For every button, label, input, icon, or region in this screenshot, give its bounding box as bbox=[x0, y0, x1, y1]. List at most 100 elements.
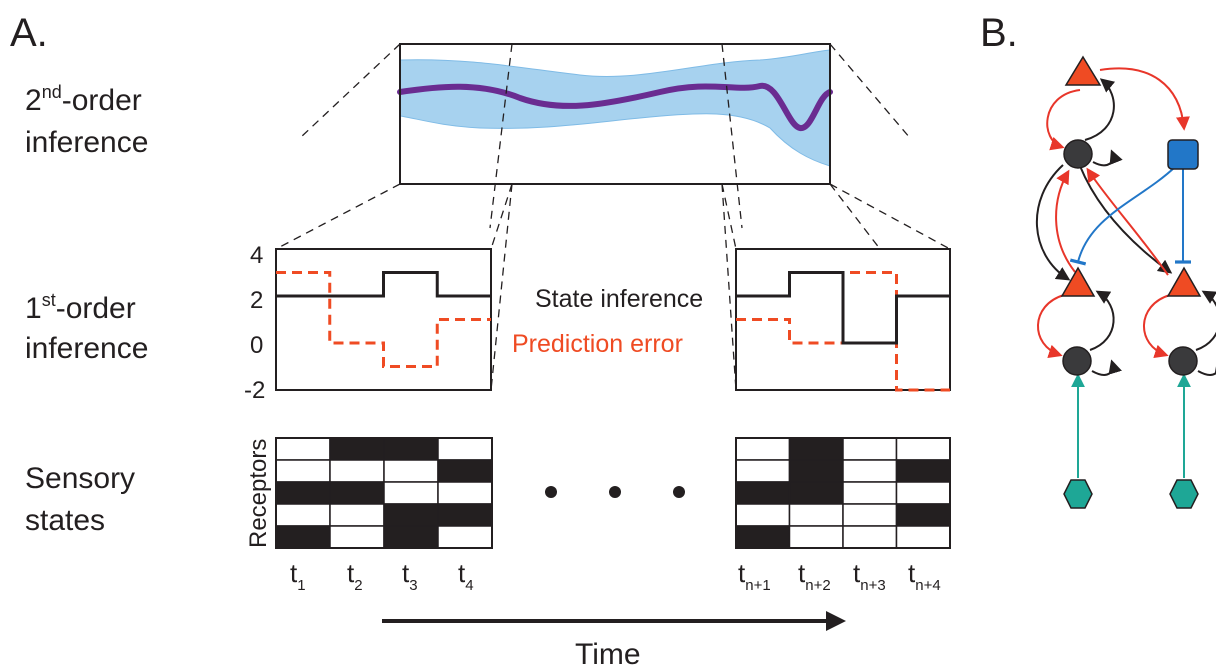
receptor-cell bbox=[275, 525, 331, 549]
receptor-cell bbox=[329, 503, 385, 527]
sensory-grid-left bbox=[275, 437, 493, 549]
sensory-label-line2: states bbox=[25, 504, 105, 537]
uncertainty-band bbox=[399, 49, 831, 167]
receptor-cell bbox=[842, 525, 898, 549]
receptor-cell bbox=[329, 481, 385, 505]
receptor-cell bbox=[383, 437, 439, 461]
receptor-cell bbox=[842, 481, 898, 505]
circle-node bbox=[1168, 346, 1198, 376]
feedback-arrow bbox=[1046, 89, 1081, 151]
receptors-axis-label: Receptors bbox=[245, 439, 272, 548]
receptor-cell bbox=[735, 481, 791, 505]
receptor-cell bbox=[788, 481, 844, 505]
self-loop-arrow bbox=[1092, 149, 1123, 167]
ytick-0: 0 bbox=[250, 332, 263, 359]
feedback-arrow bbox=[1037, 294, 1065, 359]
time-label: t1 bbox=[290, 558, 306, 594]
self-loop-arrow bbox=[1197, 359, 1216, 376]
receptor-cell bbox=[895, 481, 951, 505]
receptor-cell bbox=[329, 525, 385, 549]
time-label: t3 bbox=[402, 558, 418, 594]
legend-prediction-error: Prediction error bbox=[512, 330, 683, 358]
first-order-right-window bbox=[735, 248, 951, 392]
time-labels-right: tn+1 tn+2 tn+3 tn+4 bbox=[738, 558, 941, 594]
ytick-neg2: -2 bbox=[244, 377, 265, 404]
triangle-node bbox=[1064, 55, 1102, 86]
second-order-panel bbox=[397, 43, 833, 185]
feedback-arrow bbox=[1143, 294, 1171, 359]
receptor-cell bbox=[383, 503, 439, 527]
ellipsis-dot bbox=[673, 486, 685, 498]
sensory-label-line1: Sensory bbox=[25, 462, 135, 495]
receptor-cell bbox=[842, 503, 898, 527]
receptor-cell bbox=[275, 481, 331, 505]
receptor-cell bbox=[437, 459, 493, 483]
time-label: tn+2 bbox=[798, 558, 831, 594]
zoom-connectors bbox=[275, 43, 951, 391]
receptor-cell bbox=[275, 459, 331, 483]
receptor-cell bbox=[383, 459, 439, 483]
first-order-yticks: 4 2 0 -2 bbox=[244, 242, 265, 404]
receptor-cell bbox=[788, 503, 844, 527]
receptor-cell bbox=[329, 459, 385, 483]
receptor-cell bbox=[895, 525, 951, 549]
second-order-label-line2: inference bbox=[25, 126, 148, 159]
feedforward-arrow bbox=[1084, 78, 1116, 141]
time-label: tn+4 bbox=[908, 558, 941, 594]
time-label: t4 bbox=[458, 558, 474, 594]
state-inference-line bbox=[276, 271, 491, 298]
panel-b-label: B. bbox=[980, 11, 1018, 55]
receptor-cell bbox=[735, 437, 791, 461]
feedback-arrow bbox=[1086, 167, 1169, 276]
hexagon-node bbox=[1063, 479, 1093, 509]
ytick-4: 4 bbox=[250, 242, 263, 269]
square-node bbox=[1167, 139, 1199, 170]
feedback-arrow-to-square bbox=[1099, 67, 1190, 131]
time-labels-left: t1 t2 t3 t4 bbox=[290, 558, 474, 594]
network-diagram bbox=[1035, 55, 1216, 509]
receptor-cell bbox=[788, 525, 844, 549]
receptor-cell bbox=[383, 525, 439, 549]
triangle-node bbox=[1060, 266, 1096, 297]
feedback-arrow bbox=[1055, 169, 1076, 273]
second-order-frame bbox=[399, 43, 831, 185]
inhibitory-link bbox=[1069, 166, 1176, 266]
time-axis-label: Time bbox=[575, 638, 641, 671]
ellipsis-dots bbox=[545, 486, 685, 498]
triangle-node bbox=[1166, 266, 1202, 297]
receptor-cell bbox=[437, 481, 493, 505]
state-inference-line bbox=[736, 271, 950, 345]
receptor-cell bbox=[735, 459, 791, 483]
receptor-cell bbox=[383, 481, 439, 505]
circle-node bbox=[1062, 346, 1092, 376]
second-order-estimate-line bbox=[397, 82, 833, 131]
receptor-cell bbox=[895, 503, 951, 527]
receptor-cell bbox=[735, 503, 791, 527]
prediction-error-line bbox=[276, 271, 491, 368]
time-label: t2 bbox=[347, 558, 363, 594]
legend-state-inference: State inference bbox=[535, 285, 703, 313]
receptor-cell bbox=[895, 459, 951, 483]
panel-a-label: A. bbox=[10, 11, 48, 55]
receptor-cell bbox=[788, 459, 844, 483]
ellipsis-dot bbox=[609, 486, 621, 498]
receptor-cell bbox=[437, 525, 493, 549]
self-loop-arrow bbox=[1091, 359, 1122, 376]
receptor-cell bbox=[437, 437, 493, 461]
receptor-cell bbox=[788, 437, 844, 461]
ellipsis-dot bbox=[545, 486, 557, 498]
first-order-label-line2: inference bbox=[25, 332, 148, 365]
feedforward-arrow bbox=[1035, 164, 1071, 281]
first-order-left-window bbox=[275, 248, 492, 391]
circle-node bbox=[1063, 139, 1093, 169]
feedforward-arrow bbox=[1089, 290, 1115, 351]
receptor-cell bbox=[895, 437, 951, 461]
second-order-label-line1: 2nd-order bbox=[25, 82, 142, 117]
receptor-cell bbox=[329, 437, 385, 461]
grid-frame bbox=[735, 437, 951, 549]
feedforward-arrow bbox=[1195, 290, 1216, 351]
grid-frame bbox=[275, 437, 493, 549]
sensory-grid-right bbox=[735, 437, 951, 549]
hexagon-node bbox=[1169, 479, 1199, 509]
